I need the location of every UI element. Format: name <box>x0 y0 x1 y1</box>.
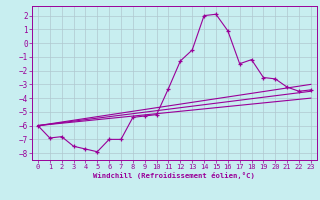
X-axis label: Windchill (Refroidissement éolien,°C): Windchill (Refroidissement éolien,°C) <box>93 172 255 179</box>
